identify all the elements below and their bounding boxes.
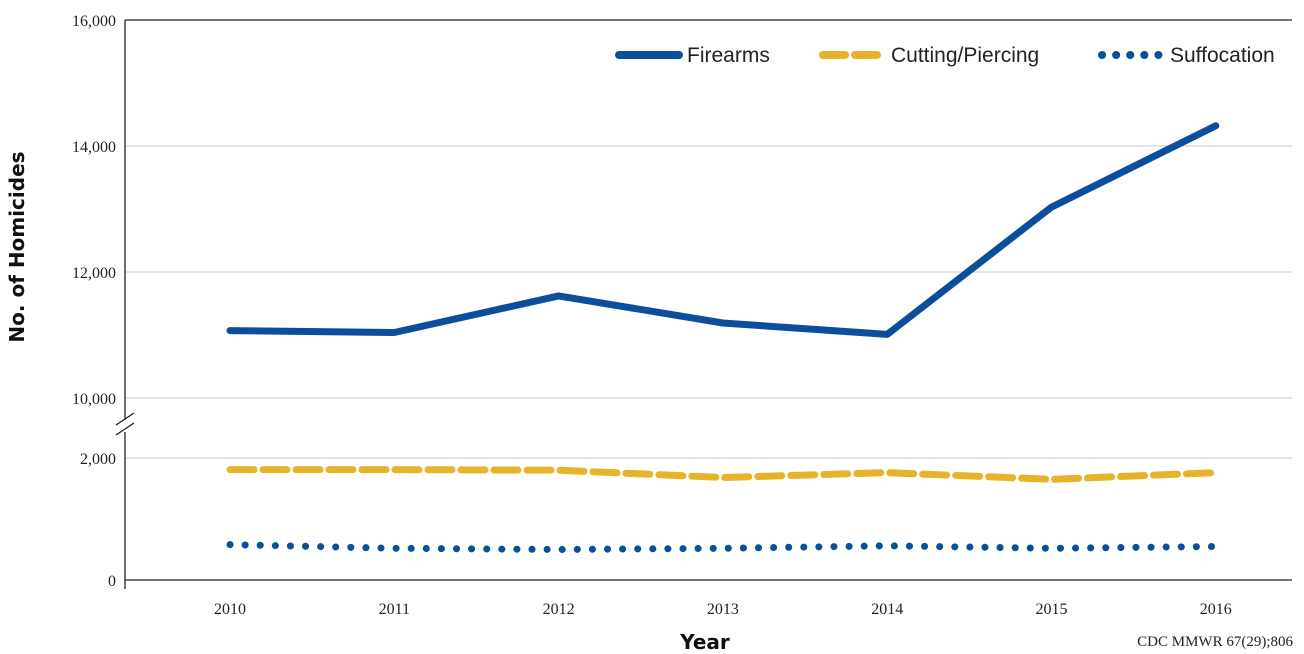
y-tick-label: 0 [108,573,116,590]
x-tick-label: 2011 [379,601,410,618]
y-tick-label: 2,000 [80,451,116,468]
x-tick-label: 2013 [707,601,739,618]
axes [115,19,1292,589]
x-tick-label: 2016 [1200,601,1232,618]
y-axis-title: No. of Homicides [5,151,29,342]
x-tick-label: 2012 [543,601,575,618]
series-line-cutting-piercing [226,466,1220,483]
x-tick-label: 2014 [871,601,903,618]
legend-label: Cutting/Piercing [891,44,1039,67]
legend-label: Suffocation [1170,44,1275,67]
y-tick-label: 16,000 [72,13,116,30]
y-tick-label: 14,000 [72,139,116,156]
x-tick-label: 2015 [1036,601,1068,618]
grid-lines [125,19,1292,459]
series-line-firearms [226,122,1220,338]
x-axis-title: Year [679,630,730,654]
y-tick-label: 10,000 [72,391,116,408]
legend: Firearms Cutting/Piercing Suffocation [615,44,1275,67]
data-series [226,122,1220,553]
legend-label: Firearms [687,44,770,67]
axis-break-mark [115,422,135,436]
tick-labels: 0 2,000 10,000 12,000 14,000 16,000 2010 2011 20… [72,13,1232,618]
x-tick-label: 2010 [214,601,246,618]
y-tick-label: 12,000 [72,265,116,282]
source-note: CDC MMWR 67(29);806 [1137,634,1293,650]
axis-break-mark [115,412,135,426]
series-line-suffocation [226,541,1220,553]
